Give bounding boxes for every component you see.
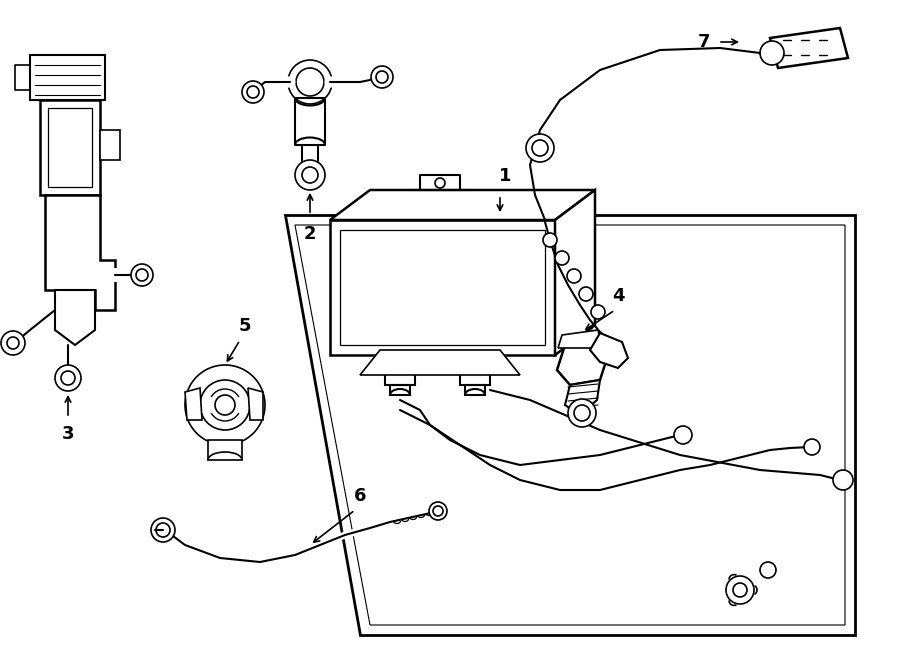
- Circle shape: [215, 395, 235, 415]
- Circle shape: [136, 269, 148, 281]
- Circle shape: [526, 134, 554, 162]
- Circle shape: [433, 506, 443, 516]
- Polygon shape: [565, 380, 600, 415]
- Circle shape: [288, 60, 332, 104]
- Circle shape: [429, 502, 447, 520]
- Polygon shape: [285, 215, 855, 635]
- Polygon shape: [385, 355, 415, 385]
- Circle shape: [804, 439, 820, 455]
- Circle shape: [543, 233, 557, 247]
- Text: 6: 6: [354, 487, 366, 505]
- Polygon shape: [100, 130, 120, 160]
- Circle shape: [185, 365, 265, 445]
- Text: 1: 1: [499, 167, 511, 185]
- Circle shape: [371, 66, 393, 88]
- Polygon shape: [460, 355, 490, 385]
- Circle shape: [760, 41, 784, 65]
- Circle shape: [579, 287, 593, 301]
- Circle shape: [591, 305, 605, 319]
- Circle shape: [726, 576, 754, 604]
- Circle shape: [7, 337, 19, 349]
- Circle shape: [156, 523, 170, 537]
- Polygon shape: [40, 100, 100, 195]
- Circle shape: [242, 81, 264, 103]
- Circle shape: [568, 399, 596, 427]
- Polygon shape: [557, 340, 608, 385]
- Text: 7: 7: [698, 33, 710, 51]
- Polygon shape: [30, 55, 105, 100]
- Circle shape: [302, 167, 318, 183]
- Circle shape: [247, 86, 259, 98]
- Text: 2: 2: [304, 225, 316, 243]
- Circle shape: [131, 264, 153, 286]
- Polygon shape: [770, 28, 848, 68]
- Circle shape: [674, 426, 692, 444]
- Circle shape: [760, 562, 776, 578]
- Polygon shape: [330, 220, 555, 355]
- Circle shape: [567, 269, 581, 283]
- Polygon shape: [558, 330, 602, 348]
- Polygon shape: [360, 350, 520, 375]
- Circle shape: [733, 583, 747, 597]
- Polygon shape: [208, 440, 242, 460]
- Circle shape: [435, 178, 445, 188]
- Polygon shape: [55, 290, 95, 345]
- Circle shape: [55, 365, 81, 391]
- Polygon shape: [185, 388, 202, 420]
- Text: 4: 4: [612, 287, 625, 305]
- Circle shape: [833, 470, 853, 490]
- Circle shape: [376, 71, 388, 83]
- Circle shape: [532, 140, 548, 156]
- Polygon shape: [590, 333, 628, 368]
- Circle shape: [295, 160, 325, 190]
- Polygon shape: [45, 195, 115, 310]
- Polygon shape: [330, 190, 595, 220]
- Circle shape: [574, 405, 590, 421]
- Circle shape: [1, 331, 25, 355]
- Text: 3: 3: [62, 425, 74, 443]
- Text: 5: 5: [238, 317, 251, 335]
- Circle shape: [61, 371, 75, 385]
- Circle shape: [200, 380, 250, 430]
- Polygon shape: [555, 190, 595, 355]
- Circle shape: [555, 251, 569, 265]
- Circle shape: [151, 518, 175, 542]
- Polygon shape: [248, 388, 263, 420]
- Circle shape: [296, 68, 324, 96]
